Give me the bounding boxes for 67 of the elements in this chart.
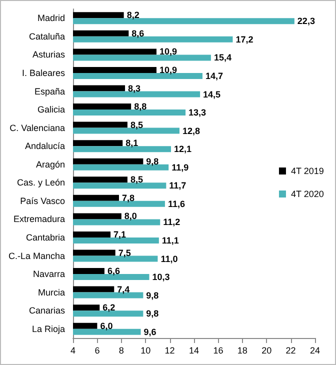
y-tick-label: La Rioja [32, 324, 65, 334]
data-label: 11,6 [168, 198, 185, 209]
y-tick-label: Asturias [32, 50, 66, 60]
data-label: 8,8 [134, 102, 147, 112]
y-tick-label: Aragón [36, 159, 65, 170]
data-label: 6,0 [100, 320, 113, 331]
data-label: 10,9 [159, 64, 178, 75]
data-label: 15,4 [214, 52, 232, 63]
x-tick-label: 20 [262, 346, 272, 356]
y-tick-label: C. Valenciana [10, 122, 65, 133]
y-tick-label: Madrid [37, 13, 65, 24]
data-label: 8,3 [128, 83, 141, 94]
x-tick-label: 6 [94, 346, 100, 356]
data-label: 10,9 [159, 46, 178, 57]
data-label: 14,5 [203, 89, 221, 100]
x-tick-label: 18 [237, 346, 248, 356]
y-tick-label: Cataluña [28, 31, 65, 42]
data-label: 13,3 [188, 108, 206, 118]
x-tick-label: 22 [286, 346, 296, 356]
data-label: 11,7 [169, 180, 186, 191]
x-tick-label: 12 [164, 346, 175, 356]
y-tick-label: País Vasco [20, 196, 65, 206]
y-tick-label: I. Baleares [22, 68, 66, 78]
data-label: 11,1 [162, 235, 179, 246]
data-label: 9,8 [146, 156, 159, 166]
x-tick-label: 16 [213, 346, 224, 356]
data-label: 9,6 [144, 326, 156, 337]
data-label: 12,8 [182, 126, 200, 136]
data-label: 8,6 [132, 28, 144, 38]
data-label: 8,2 [126, 10, 140, 20]
x-tick-label: 8 [118, 346, 124, 356]
data-label: 8,5 [130, 120, 143, 130]
y-tick-label: Cas. y León [16, 178, 65, 188]
y-tick-label: C.-La Mancha [8, 250, 65, 261]
x-tick-label: 4 [70, 346, 76, 356]
data-label: 8,1 [126, 138, 138, 148]
y-tick-label: España [34, 86, 65, 96]
data-label: 11,2 [163, 217, 180, 228]
data-label: 9,8 [146, 308, 159, 319]
data-label: 8,0 [124, 211, 137, 222]
y-tick-label: Navarra [32, 269, 65, 280]
x-tick-label: 24 [310, 346, 320, 356]
data-label: 11,9 [172, 162, 189, 172]
data-label: 22,3 [297, 16, 315, 26]
data-label: 11,0 [160, 254, 178, 264]
data-label: 6,2 [102, 302, 116, 313]
y-tick-label: Cantabria [26, 232, 65, 242]
y-tick-label: Galicia [37, 104, 65, 115]
legend-label: 4T 2020 [290, 189, 324, 199]
data-label: 7,4 [117, 284, 130, 294]
data-label: 7,5 [118, 248, 131, 258]
data-label: 10,3 [152, 272, 170, 282]
y-tick-label: Extremadura [13, 214, 65, 224]
x-tick-label: 14 [188, 346, 200, 356]
data-label: 17,2 [236, 34, 254, 44]
y-tick-label: Murcia [38, 287, 65, 298]
y-tick-label: Andalucía [24, 141, 65, 152]
data-label: 9,8 [146, 290, 159, 300]
data-label: 7,1 [114, 229, 126, 240]
data-label: 12,1 [174, 144, 192, 154]
data-label: 7,8 [122, 192, 134, 203]
data-label: 8,5 [130, 174, 143, 185]
legend-label: 4T 2019 [290, 166, 324, 176]
y-tick-label: Canarias [28, 306, 66, 316]
data-label: 14,7 [205, 70, 223, 81]
x-tick-label: 10 [140, 346, 151, 356]
data-label: 6,6 [107, 266, 120, 276]
